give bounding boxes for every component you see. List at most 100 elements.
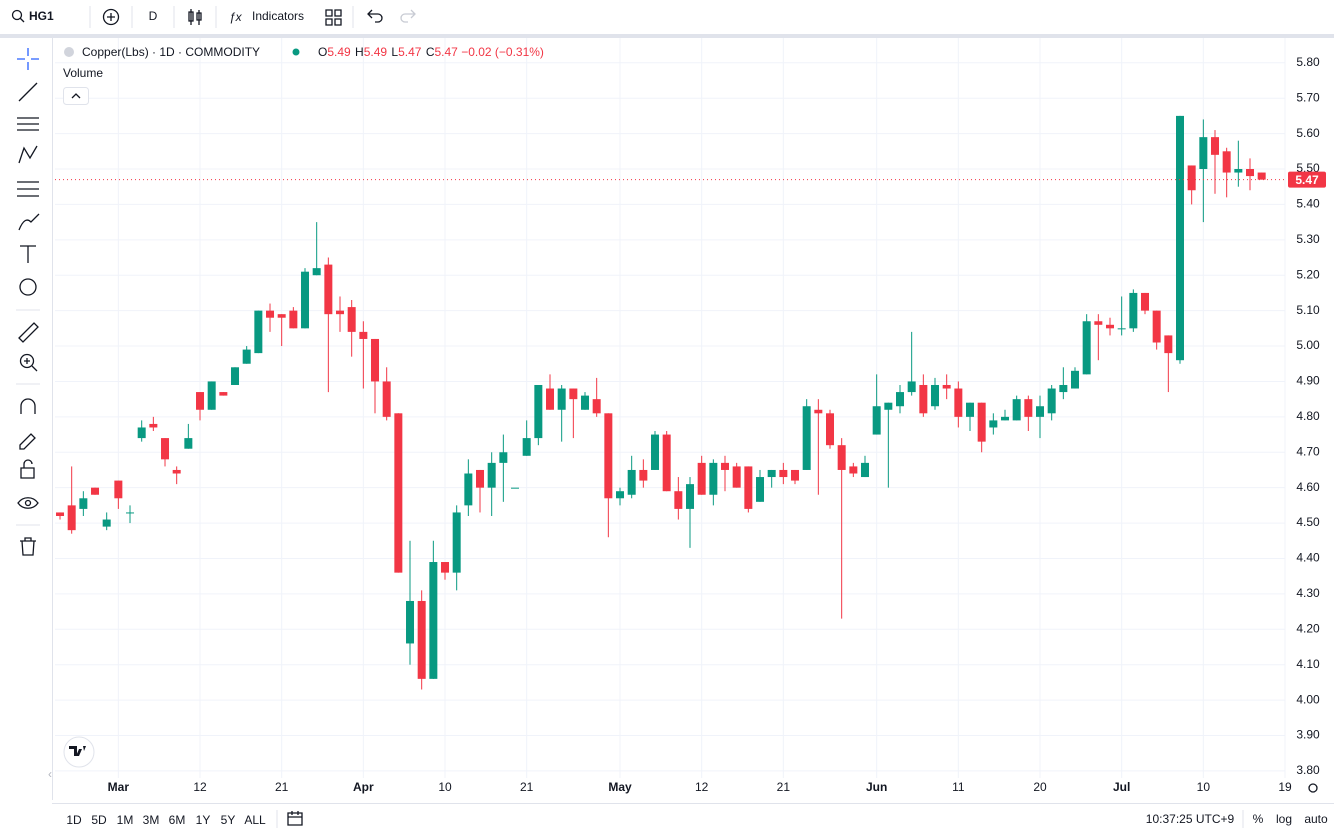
candle-body [289,310,298,329]
candle-body [266,310,275,318]
projection-tool[interactable] [17,181,39,197]
range-button[interactable]: 5Y [221,813,236,827]
brush-tool[interactable] [18,213,40,231]
candle-body [872,406,881,435]
interval-button[interactable]: D [149,9,158,23]
candle-body [954,388,963,417]
collapse-icon [71,93,81,99]
delete-tool[interactable] [20,537,36,556]
candle-body [1222,151,1231,173]
pattern-tool[interactable] [18,145,38,164]
candle-body [826,413,835,446]
candle-body [301,271,310,329]
magnet-tool[interactable] [20,398,36,414]
candle-body [277,314,286,318]
collapse-toolbar[interactable]: ‹ [48,767,52,781]
candle-body [896,392,905,407]
goto-date-button[interactable] [287,811,303,826]
range-button[interactable]: 1Y [196,813,211,827]
indicators-button[interactable]: ƒx Indicators [229,9,304,24]
undo-button[interactable] [367,9,383,23]
y-tick-label: 3.80 [1296,763,1320,777]
symbol-search[interactable]: HG1 [11,9,55,23]
candle-body [149,423,158,428]
candle-body [907,381,916,393]
scale-option[interactable]: log [1276,812,1292,826]
indicators-label[interactable]: Indicators [252,9,304,23]
candle-body [114,480,123,499]
fib-tool[interactable] [17,117,39,131]
search-icon [19,17,25,23]
symbol[interactable]: HG1 [29,9,54,23]
range-button[interactable]: 5D [91,813,107,827]
clock: 10:37:25 UTC+9 [1146,812,1235,826]
text-tool[interactable] [20,245,36,263]
candle-body [219,392,228,396]
candle-body [1141,292,1150,311]
candle-body [67,505,76,531]
unlock-tool[interactable] [20,459,35,479]
range-button[interactable]: 1M [117,813,134,827]
x-tick-label: 11 [952,780,965,794]
candle-body [126,512,135,514]
x-tick-label: May [608,780,632,794]
market-status [292,48,300,56]
ruler-tool[interactable] [18,322,39,343]
scale-option[interactable]: auto [1304,812,1328,826]
candle-body [534,384,543,439]
x-tick-label: Jul [1113,780,1130,794]
compare-button[interactable] [102,8,120,26]
y-tick-label: 5.20 [1296,267,1320,281]
candle-body [849,466,858,474]
axis-settings[interactable] [1308,783,1318,793]
series-title[interactable]: Copper(Lbs) · 1D · COMMODITY [82,45,260,59]
scale-option[interactable]: % [1253,812,1264,826]
candle-body [476,469,485,488]
lock-drawing-tool[interactable] [19,433,36,450]
candle-body [1234,169,1243,173]
toolbar-divider [0,34,1334,38]
candle-body [242,349,251,364]
indicator-label[interactable]: Volume [63,66,103,80]
legend-label: L [391,45,398,59]
candle-body [557,388,566,410]
range-button[interactable]: ALL [244,813,266,827]
chart-type-button[interactable] [188,9,202,25]
candle-body [137,427,146,439]
range-button[interactable]: 3M [143,813,160,827]
y-tick-label: 5.10 [1296,303,1320,317]
y-tick-label: 4.60 [1296,480,1320,494]
collapse-button[interactable] [63,87,89,105]
emoji-tool[interactable] [19,278,37,296]
candle-body [977,402,986,442]
candle-body [254,310,263,354]
candle-body [592,399,601,414]
candle-body [1059,384,1068,393]
candle-body [172,469,181,474]
candle-body [1071,370,1080,389]
legend-label: O [318,45,327,59]
candle-body [1117,328,1126,330]
redo-button[interactable] [400,9,416,23]
range-button[interactable]: 1D [66,813,82,827]
templates-button[interactable] [325,9,342,26]
plus-icon [107,13,115,21]
zoom-tool[interactable] [24,358,38,372]
y-tick-label: 4.20 [1296,621,1320,635]
x-tick-label: Mar [108,780,130,794]
range-button[interactable]: 6M [169,813,186,827]
candle-body [184,438,193,449]
candle-body [662,434,671,492]
candle-body [1187,165,1196,191]
last-price-marker [1288,171,1326,188]
crosshair-tool[interactable] [17,48,39,70]
zoom-tool[interactable] [19,353,35,369]
candle-body [102,519,111,527]
candle-body [697,462,706,495]
candle-body [196,392,205,410]
trend-line-tool[interactable] [18,82,38,102]
candle-body [464,473,473,506]
visibility-tool[interactable] [17,497,39,509]
x-tick-label: 12 [193,780,207,794]
candle-body [966,402,975,417]
